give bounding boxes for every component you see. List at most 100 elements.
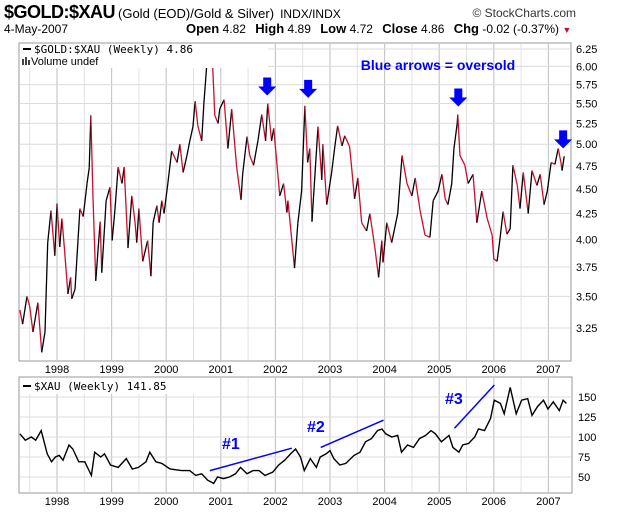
price-segment — [453, 123, 458, 149]
price-segment — [374, 246, 380, 278]
price-segment — [71, 288, 76, 300]
price-segment — [557, 148, 562, 163]
price-segment — [550, 161, 556, 165]
price-segment — [111, 210, 116, 241]
price-segment — [337, 125, 343, 147]
price-segment — [344, 135, 351, 148]
symbol-description: (Gold (EOD)/Gold & Silver) — [118, 6, 275, 21]
price-segment — [527, 170, 533, 214]
price-y-tick: 5.75 — [576, 80, 597, 92]
price-segment — [486, 218, 493, 236]
price-segment — [44, 242, 49, 333]
price-segment — [21, 296, 28, 325]
price-segment — [509, 165, 514, 229]
trend-label-3: #3 — [445, 391, 463, 408]
price-segment — [201, 103, 205, 141]
price-segment — [531, 170, 538, 186]
xau-line — [19, 387, 567, 485]
price-segment — [543, 190, 548, 205]
price-segment — [459, 155, 466, 166]
price-panel-frame — [18, 42, 572, 362]
price-segment — [90, 115, 94, 199]
price-segment — [382, 222, 388, 263]
price-segment — [293, 223, 299, 269]
price-segment — [300, 105, 306, 192]
price-segment — [424, 234, 431, 238]
xau-legend-line-icon — [23, 385, 31, 387]
price-segment — [29, 306, 34, 333]
price-segment — [330, 145, 336, 173]
price-segment — [447, 183, 453, 205]
price-segment — [264, 103, 269, 141]
volume-bars-icon — [22, 57, 30, 65]
price-segment — [273, 128, 281, 196]
price-segment — [401, 155, 408, 184]
close-label: Close — [382, 21, 418, 36]
price-segment — [357, 177, 363, 223]
price-segment — [317, 126, 323, 180]
xau-x-tick: 2002 — [263, 496, 287, 508]
xau-y-tick: 100 — [578, 432, 596, 444]
close-value: 4.86 — [421, 22, 445, 36]
price-y-tick: 3.75 — [576, 262, 597, 274]
price-segment — [59, 218, 63, 248]
price-segment — [516, 185, 521, 209]
price-segment — [429, 200, 434, 238]
price-segment — [109, 187, 113, 241]
price-segment — [506, 228, 511, 235]
price-segment — [142, 240, 149, 262]
xau-panel-frame — [18, 376, 573, 494]
price-segment — [41, 331, 46, 353]
price-segment — [451, 148, 455, 184]
price-segment — [74, 208, 81, 290]
price-segment — [414, 177, 421, 211]
price-segment — [231, 108, 238, 168]
price-segment — [326, 172, 333, 205]
high-label: High — [255, 21, 285, 36]
volume-legend: Volume undef — [31, 56, 99, 68]
price-segment — [70, 277, 73, 299]
price-segment — [127, 195, 133, 249]
price-segment — [536, 174, 541, 186]
price-x-tick: 2006 — [482, 364, 506, 376]
price-segment — [214, 115, 219, 124]
price-segment — [406, 183, 413, 197]
ohlc-summary: Open 4.82 High 4.89 Low 4.72 Close 4.86 … — [180, 21, 571, 36]
price-segment — [167, 151, 173, 184]
price-segment — [95, 221, 101, 281]
xau-x-tick: 1999 — [99, 496, 123, 508]
price-segment — [464, 165, 469, 184]
price-segment — [365, 213, 371, 232]
xau-x-tick: 2001 — [209, 496, 233, 508]
price-segment — [194, 101, 199, 126]
oversold-arrow-icon — [554, 130, 573, 149]
price-y-tick: 3.50 — [576, 291, 597, 303]
price-segment — [131, 195, 136, 223]
price-segment — [491, 235, 495, 260]
price-segment — [304, 105, 309, 163]
price-segment — [554, 148, 559, 165]
xau-x-tick: 2004 — [372, 496, 396, 508]
price-y-tick: 6.00 — [576, 61, 597, 73]
price-segment — [499, 211, 504, 241]
price-segment — [441, 174, 446, 199]
price-segment — [334, 125, 339, 147]
price-segment — [189, 126, 194, 142]
symbol-title: $GOLD:$XAU — [4, 2, 116, 22]
tick-labels: 6.25 6.00 5.75 5.50 5.25 5.00 4.75 4.50 4.25 4.00… — [45, 44, 598, 508]
price-segment — [361, 222, 368, 232]
copyright-link[interactable]: © StockCharts.com — [472, 6, 576, 20]
price-segment — [309, 148, 313, 222]
price-segment — [240, 174, 244, 200]
price-segment — [369, 213, 376, 248]
xau-legend-background — [20, 378, 200, 394]
price-x-tick: 2004 — [372, 364, 396, 376]
price-segment — [546, 162, 552, 192]
price-segment — [171, 150, 178, 163]
price-segment — [146, 240, 152, 277]
price-segment — [432, 190, 439, 202]
price-segment — [467, 173, 474, 184]
price-y-tick: 4.25 — [576, 209, 597, 221]
price-y-tick: 4.75 — [576, 161, 597, 173]
price-segment — [79, 208, 84, 217]
